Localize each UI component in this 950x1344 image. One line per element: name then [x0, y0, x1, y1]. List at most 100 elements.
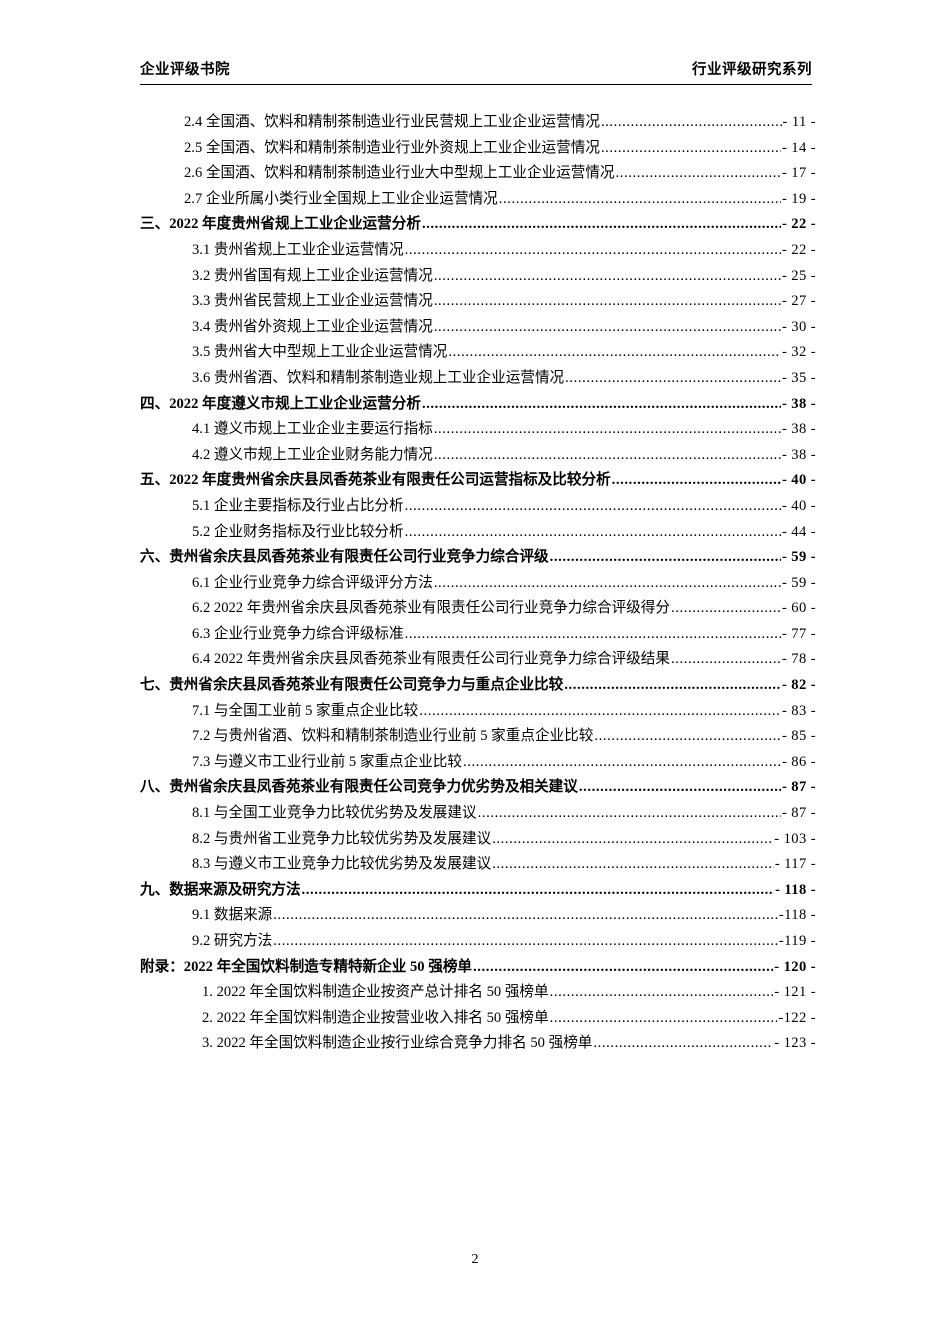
toc-leader-dots: ........................................… [578, 779, 781, 796]
toc-entry[interactable]: 6.4 2022 年贵州省余庆县凤香苑茶业有限责任公司行业竞争力综合评级结果..… [140, 647, 816, 673]
toc-entry-page: - 117 - [774, 856, 816, 873]
toc-entry[interactable]: 5.2 企业财务指标及行业比较分析.......................… [140, 520, 816, 546]
toc-entry[interactable]: 7.3 与遵义市工业行业前 5 家重点企业比较.................… [140, 750, 816, 776]
toc-entry-label: 5.2 企业财务指标及行业比较分析 [192, 523, 404, 540]
toc-entry-label: 3.5 贵州省大中型规上工业企业运营情况 [192, 344, 448, 361]
toc-entry[interactable]: 6.1 企业行业竞争力综合评级评分方法.....................… [140, 571, 816, 597]
toc-entry-page: - 60 - [781, 600, 816, 617]
toc-entry[interactable]: 三、2022 年度贵州省规上工业企业运营分析..................… [140, 212, 816, 238]
toc-entry[interactable]: 2.4 全国酒、饮料和精制茶制造业行业民营规上工业企业运营情况.........… [140, 110, 816, 136]
toc-entry-page: - 40 - [781, 497, 816, 514]
toc-entry[interactable]: 3. 2022 年全国饮料制造企业按行业综合竞争力排名 50 强榜单......… [140, 1031, 816, 1057]
toc-entry[interactable]: 4.2 遵义市规上工业企业财务能力情况.....................… [140, 443, 816, 469]
toc-entry[interactable]: 2. 2022 年全国饮料制造企业按营业收入排名 50 强榜单.........… [140, 1006, 816, 1032]
toc-entry-label: 四、2022 年度遵义市规上工业企业运营分析 [140, 395, 421, 412]
toc-entry[interactable]: 2.6 全国酒、饮料和精制茶制造业行业大中型规上工业企业运营情况........… [140, 161, 816, 187]
toc-entry-label: 6.3 企业行业竞争力综合评级标准 [192, 625, 404, 642]
toc-leader-dots: ........................................… [433, 293, 781, 310]
toc-entry[interactable]: 六、贵州省余庆县凤香苑茶业有限责任公司行业竞争力综合评级............… [140, 545, 816, 571]
toc-entry[interactable]: 8.3 与遵义市工业竞争力比较优劣势及发展建议.................… [140, 852, 816, 878]
toc-entry[interactable]: 7.1 与全国工业前 5 家重点企业比较....................… [140, 699, 816, 725]
toc-entry-label: 五、2022 年度贵州省余庆县凤香苑茶业有限责任公司运营指标及比较分析 [140, 472, 611, 489]
toc-entry-label: 6.2 2022 年贵州省余庆县凤香苑茶业有限责任公司行业竞争力综合评级得分 [192, 600, 670, 617]
toc-entry-label: 2.7 企业所属小类行业全国规上工业企业运营情况 [184, 190, 498, 207]
toc-entry-page: - 25 - [781, 267, 816, 284]
toc-leader-dots: ........................................… [273, 933, 778, 949]
toc-entry[interactable]: 4.1 遵义市规上工业企业主要运行指标.....................… [140, 417, 816, 443]
toc-entry-page: - 59 - [781, 549, 816, 566]
toc-entry-label: 6.1 企业行业竞争力综合评级评分方法 [192, 574, 433, 591]
toc-leader-dots: ........................................… [404, 625, 781, 642]
toc-entry[interactable]: 五、2022 年度贵州省余庆县凤香苑茶业有限责任公司运营指标及比较分析.....… [140, 468, 816, 494]
toc-entry[interactable]: 2.5 全国酒、饮料和精制茶制造业行业外资规上工业企业运营情况.........… [140, 136, 816, 162]
toc-leader-dots: ........................................… [600, 139, 781, 156]
toc-entry[interactable]: 九、数据来源及研究方法.............................… [140, 878, 816, 904]
toc-entry[interactable]: 1. 2022 年全国饮料制造企业按资产总计排名 50 强榜单.........… [140, 980, 816, 1006]
toc-entry-label: 8.2 与贵州省工业竞争力比较优劣势及发展建议 [192, 830, 492, 847]
toc-entry-page: - 78 - [781, 651, 816, 668]
toc-leader-dots: ........................................… [433, 318, 781, 335]
toc-entry[interactable]: 八、贵州省余庆县凤香苑茶业有限责任公司竞争力优劣势及相关建议..........… [140, 775, 816, 801]
toc-entry-page: - 83 - [781, 702, 816, 719]
toc-leader-dots: ........................................… [273, 907, 778, 924]
toc-entry-page: - 59 - [781, 574, 816, 591]
toc-leader-dots: ........................................… [421, 395, 781, 412]
toc-entry[interactable]: 5.1 企业主要指标及行业占比分析.......................… [140, 494, 816, 520]
toc-entry-label: 三、2022 年度贵州省规上工业企业运营分析 [140, 216, 421, 233]
toc-entry-page: - 44 - [781, 523, 816, 540]
toc-entry[interactable]: 6.2 2022 年贵州省余庆县凤香苑茶业有限责任公司行业竞争力综合评级得分..… [140, 596, 816, 622]
toc-entry[interactable]: 3.6 贵州省酒、饮料和精制茶制造业规上工业企业运营情况............… [140, 366, 816, 392]
toc-entry-page: - 22 - [781, 216, 816, 233]
toc-entry-label: 2. 2022 年全国饮料制造企业按营业收入排名 50 强榜单 [202, 1009, 549, 1026]
toc-leader-dots: ........................................… [670, 651, 781, 668]
toc-entry-label: 8.1 与全国工业竞争力比较优劣势及发展建议 [192, 805, 477, 822]
toc-entry[interactable]: 8.1 与全国工业竞争力比较优劣势及发展建议..................… [140, 801, 816, 827]
toc-entry-label: 6.4 2022 年贵州省余庆县凤香苑茶业有限责任公司行业竞争力综合评级结果 [192, 651, 670, 668]
toc-entry-label: 3.1 贵州省规上工业企业运营情况 [192, 241, 404, 258]
toc-leader-dots: ........................................… [448, 344, 781, 361]
toc-entry[interactable]: 3.5 贵州省大中型规上工业企业运营情况....................… [140, 340, 816, 366]
toc-entry-label: 八、贵州省余庆县凤香苑茶业有限责任公司竞争力优劣势及相关建议 [140, 779, 578, 796]
toc-entry[interactable]: 3.2 贵州省国有规上工业企业运营情况.....................… [140, 264, 816, 290]
header-left-text: 企业评级书院 [140, 62, 230, 78]
toc-entry-label: 3.2 贵州省国有规上工业企业运营情况 [192, 267, 433, 284]
toc-entry-page: - 32 - [781, 344, 816, 361]
toc-entry[interactable]: 3.4 贵州省外资规上工业企业运营情况.....................… [140, 315, 816, 341]
toc-entry-page: - 118 - [775, 881, 816, 898]
toc-leader-dots: ........................................… [593, 1035, 773, 1052]
toc-entry[interactable]: 七、贵州省余庆县凤香苑茶业有限责任公司竞争力与重点企业比较...........… [140, 673, 816, 699]
toc-leader-dots: ........................................… [477, 805, 781, 822]
toc-leader-dots: ........................................… [433, 446, 781, 463]
toc-leader-dots: ........................................… [498, 190, 781, 207]
toc-entry-page: - 87 - [781, 779, 816, 796]
toc-entry[interactable]: 3.3 贵州省民营规上工业企业运营情况.....................… [140, 289, 816, 315]
toc-leader-dots: ........................................… [492, 856, 774, 873]
toc-leader-dots: ........................................… [419, 702, 781, 719]
toc-entry-page: - 85 - [781, 728, 816, 745]
toc-entry[interactable]: 附录：2022 年全国饮料制造专精特新企业 50 强榜单............… [140, 955, 816, 981]
toc-entry-page: -119 - [778, 933, 816, 949]
toc-entry[interactable]: 8.2 与贵州省工业竞争力比较优劣势及发展建议.................… [140, 827, 816, 853]
toc-entry-label: 六、贵州省余庆县凤香苑茶业有限责任公司行业竞争力综合评级 [140, 549, 549, 566]
toc-entry-page: - 123 - [774, 1035, 816, 1052]
toc-entry[interactable]: 6.3 企业行业竞争力综合评级标准.......................… [140, 622, 816, 648]
toc-entry[interactable]: 9.1 数据来源................................… [140, 903, 816, 929]
toc-entry[interactable]: 3.1 贵州省规上工业企业运营情况.......................… [140, 238, 816, 264]
toc-entry-label: 3.3 贵州省民营规上工业企业运营情况 [192, 293, 433, 310]
toc-leader-dots: ........................................… [301, 881, 775, 898]
toc-leader-dots: ........................................… [433, 574, 781, 591]
header-right-text: 行业评级研究系列 [692, 62, 812, 78]
toc-entry-label: 2.6 全国酒、饮料和精制茶制造业行业大中型规上工业企业运营情况 [184, 165, 615, 182]
toc-entry[interactable]: 7.2 与贵州省酒、饮料和精制茶制造业行业前 5 家重点企业比较........… [140, 724, 816, 750]
toc-entry-page: - 19 - [781, 190, 816, 207]
toc-entry-page: -118 - [778, 907, 816, 924]
toc-leader-dots: ........................................… [549, 984, 774, 1001]
toc-entry[interactable]: 四、2022 年度遵义市规上工业企业运营分析..................… [140, 392, 816, 418]
toc-entry[interactable]: 9.2 研究方法................................… [140, 929, 816, 955]
toc-entry-label: 4.1 遵义市规上工业企业主要运行指标 [192, 421, 433, 438]
toc-entry-label: 2.4 全国酒、饮料和精制茶制造业行业民营规上工业企业运营情况 [184, 114, 600, 130]
toc-leader-dots: ........................................… [404, 523, 781, 540]
toc-entry[interactable]: 2.7 企业所属小类行业全国规上工业企业运营情况................… [140, 187, 816, 213]
toc-leader-dots: ........................................… [421, 216, 781, 233]
